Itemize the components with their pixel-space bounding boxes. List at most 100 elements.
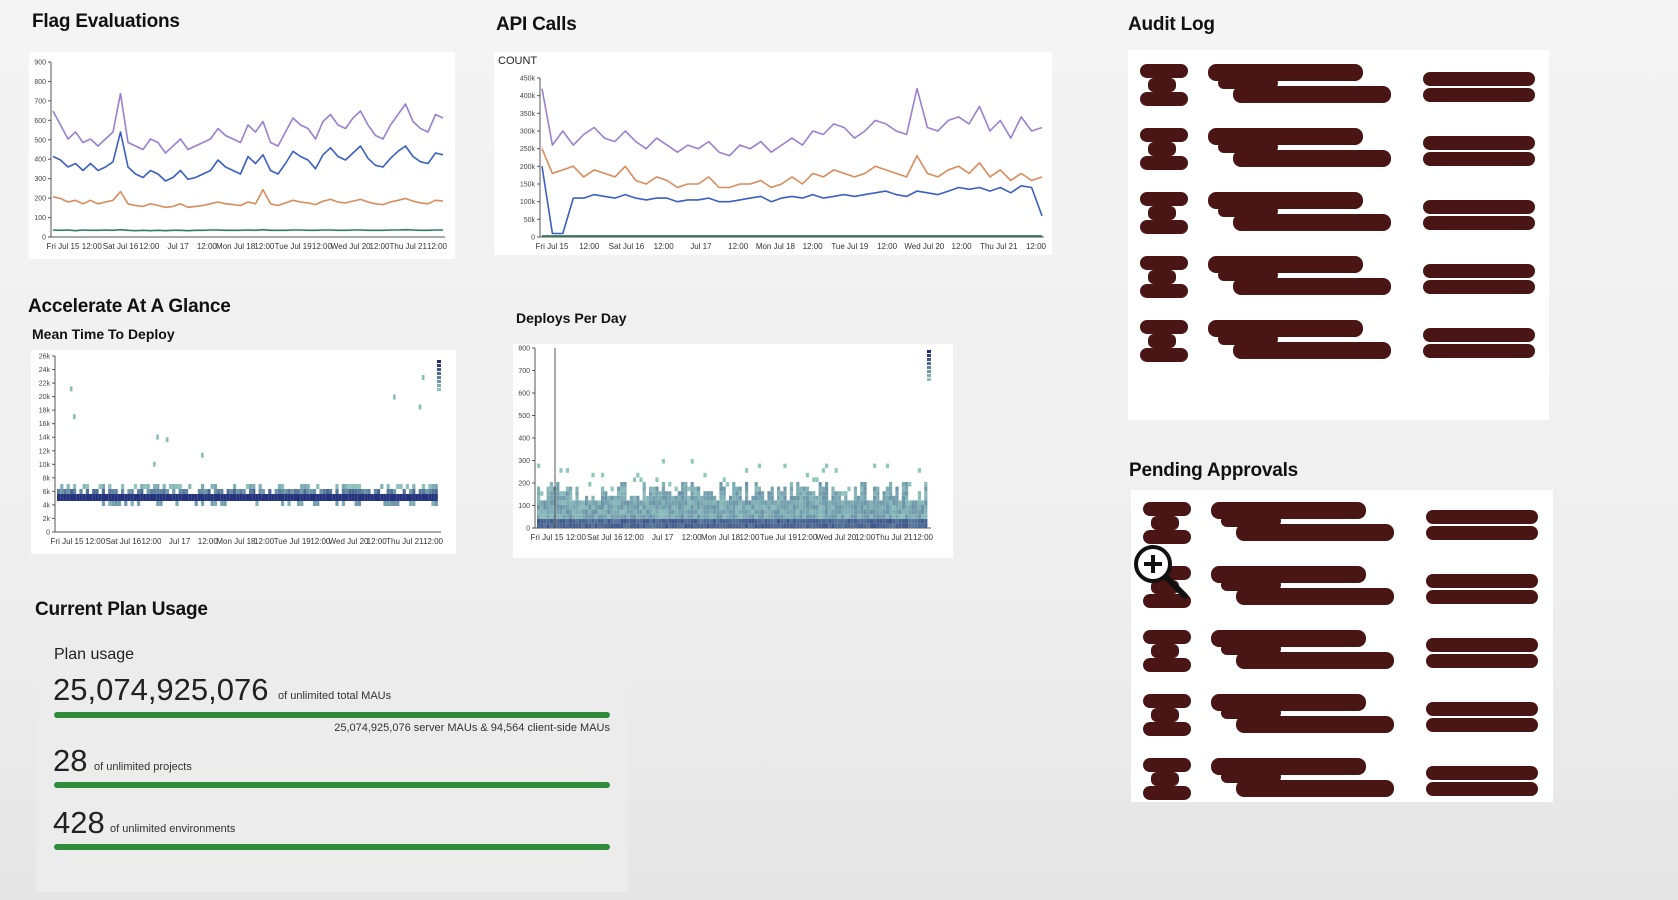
heatmap-cell — [783, 500, 787, 505]
heatmap-cell — [271, 494, 275, 501]
heatmap-cell — [805, 472, 809, 478]
heatmap-cell — [674, 505, 678, 510]
heatmap-cell — [674, 500, 678, 505]
heatmap-cell — [885, 491, 889, 496]
maus-value: 25,074,925,076 — [53, 672, 269, 707]
projects-suffix: of unlimited projects — [94, 761, 192, 773]
heatmap-cell — [709, 500, 713, 505]
heatmap-cell — [572, 509, 576, 515]
heatmap-cell — [649, 509, 653, 515]
heatmap-cell — [649, 505, 653, 510]
heatmap-cell — [655, 477, 659, 482]
heatmap-cell — [236, 494, 240, 501]
heatmap-cell — [818, 523, 822, 528]
api-calls-chart[interactable]: 0 50k 100k 150k 200k 250k 300k 350k 400k 450k Fri … — [494, 52, 1052, 255]
heatmap-cell — [626, 518, 630, 524]
heatmap-cell — [287, 501, 291, 506]
heatmap-cell — [700, 523, 704, 528]
heatmap-cell — [655, 514, 659, 519]
heatmap-cell — [581, 509, 585, 515]
heatmap-cell — [876, 523, 880, 528]
heatmap-cell — [773, 509, 777, 515]
heatmap-cell — [735, 523, 739, 528]
heatmap-cell — [316, 484, 320, 489]
heatmap-cell — [693, 491, 697, 496]
series-line-purple — [541, 87, 1043, 157]
heatmap-cell — [210, 501, 214, 506]
heatmap-cell — [831, 500, 835, 505]
heatmap-cell — [207, 494, 211, 501]
heatmap-cell — [770, 509, 774, 515]
heatmap-cell — [607, 495, 611, 501]
heatmap-cell — [719, 500, 723, 505]
heatmap-cell — [153, 494, 157, 501]
heatmap-cell — [665, 495, 669, 501]
heatmap-cell — [847, 523, 851, 528]
y-tick-label: 10k — [39, 462, 51, 469]
heatmap-cell — [789, 482, 793, 487]
heatmap-legend-swatch — [437, 388, 441, 391]
heatmap-cell — [649, 518, 653, 524]
heatmap-cell — [754, 500, 758, 505]
heatmap-cell — [201, 484, 205, 489]
heatmap-cell — [834, 514, 838, 519]
flag-evaluations-chart[interactable]: 0 100 200 300 400 500 600 700 800 900 Fri Jul 15 12… — [29, 52, 455, 259]
heatmap-cell — [732, 523, 736, 528]
redaction-mark — [1426, 590, 1538, 604]
heatmap-cell — [591, 509, 595, 515]
heatmap-cell — [885, 486, 889, 492]
heatmap-cell — [300, 489, 304, 494]
heatmap-cell — [242, 494, 246, 501]
heatmap-cell — [841, 514, 845, 519]
heatmap-cell — [127, 494, 131, 501]
heatmap-cell — [268, 489, 272, 494]
heatmap-cell — [690, 505, 694, 510]
heatmap-cell — [889, 482, 893, 487]
mean-time-to-deploy-chart[interactable]: 0 2k 4k 6k 8k 10k 12k 14k 16k 18k 20k 22k 24k 26k Fri … — [31, 350, 456, 554]
heatmap-cell — [201, 501, 205, 506]
heatmap-cell — [812, 495, 816, 501]
heatmap-cell — [613, 500, 617, 505]
heatmap-cell — [354, 484, 358, 489]
heatmap-cell — [748, 514, 752, 519]
heatmap-cell — [837, 495, 841, 501]
heatmap-cell — [569, 509, 573, 515]
heatmap-cell — [757, 523, 761, 528]
y-tick-label: 20k — [39, 394, 51, 401]
heatmap-cell — [722, 518, 726, 524]
heatmap-cell — [777, 491, 781, 496]
heatmap-cell — [559, 518, 563, 524]
heatmap-cell — [601, 505, 605, 510]
heatmap-cell — [796, 486, 800, 492]
heatmap-cell — [821, 495, 825, 501]
heatmap-cell — [924, 491, 928, 496]
heatmap-cell — [914, 500, 918, 505]
heatmap-cell — [690, 491, 694, 496]
heatmap-cell — [693, 500, 697, 505]
heatmap-cell — [754, 482, 758, 487]
heatmap-cell — [687, 500, 691, 505]
x-tick-label: Mon Jul 18 — [216, 242, 256, 251]
heatmap-cell — [681, 518, 685, 524]
deploys-per-day-chart[interactable]: 0 100 200 300 400 500 600 700 800 Fri Jul 15 12:00… — [513, 344, 953, 558]
heatmap-cell — [655, 509, 659, 515]
heatmap-cell — [834, 509, 838, 515]
heatmap-cell — [921, 505, 925, 510]
heatmap-cell — [591, 518, 595, 524]
heatmap-cell — [889, 505, 893, 510]
heatmap-cell — [562, 495, 566, 501]
heatmap-cell — [63, 489, 67, 494]
heatmap-cell — [329, 489, 333, 494]
heatmap-cell — [677, 518, 681, 524]
heatmap-cell — [716, 509, 720, 515]
heatmap-cell — [629, 523, 633, 528]
heatmap-cell — [652, 514, 656, 519]
heatmap-cell — [901, 518, 905, 524]
heatmap-cell — [815, 500, 819, 505]
heatmap-cell — [402, 489, 406, 494]
heatmap-cell — [873, 523, 877, 528]
heatmap-cell — [786, 509, 790, 515]
heatmap-cell — [645, 509, 649, 515]
heatmap-legend-swatch — [437, 372, 441, 375]
heatmap-cell — [354, 494, 358, 501]
